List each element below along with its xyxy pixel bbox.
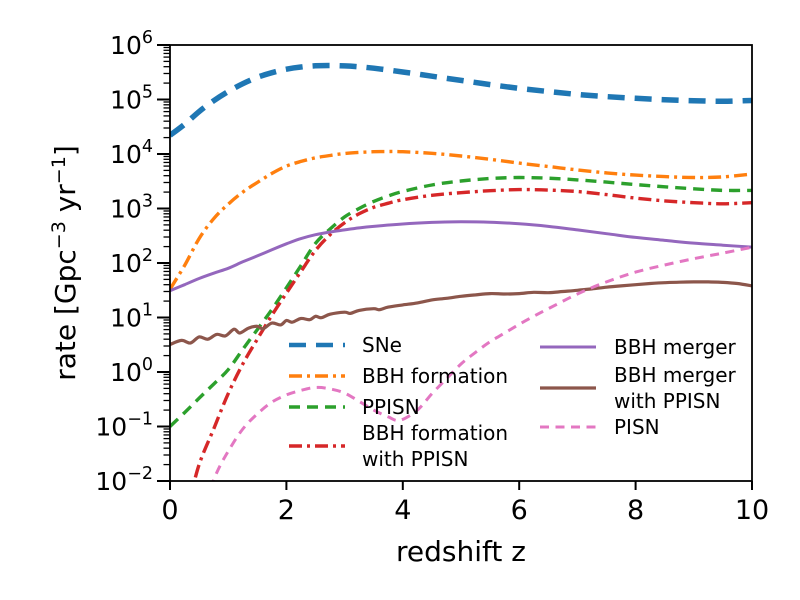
plot-border: [169, 44, 753, 482]
legend-item-bbh_formation: BBH formation: [289, 364, 508, 388]
legend-item-sne: SNe: [289, 333, 402, 357]
legend-label: BBH merger: [614, 363, 736, 387]
x-tick-label: 0: [161, 495, 178, 526]
curve-pisn: [211, 245, 752, 481]
curve-bbh_merger_ppisn: [170, 280, 752, 347]
axes-layer: 106 105 104 103 102 101 100 10−1 10−2 0 2 4 6 8 10: [95, 28, 769, 526]
curves-layer: [170, 62, 752, 481]
x-tick-label: 10: [735, 495, 769, 526]
x-axis-label: redshift z: [396, 535, 526, 568]
legend-item-bbh_merger: BBH merger: [540, 335, 736, 359]
x-tick-label: 2: [278, 495, 295, 526]
legend-label: BBH merger: [614, 335, 736, 359]
legend-label: with PPISN: [614, 389, 720, 413]
y-tick-label: 106: [110, 28, 153, 60]
legend-label: with PPISN: [362, 447, 468, 471]
curve-bbh_formation: [170, 149, 752, 291]
y-axis-label: rate [Gpc−3​ yr−1​]: [48, 145, 82, 381]
legend-label: SNe: [362, 333, 402, 357]
legend-label: BBH formation: [362, 421, 508, 445]
legend-label: PPISN: [362, 395, 420, 419]
y-tick-label: 101: [110, 301, 153, 333]
curve-bbh_formation_ppisn: [192, 187, 752, 481]
y-tick-label: 102: [110, 246, 153, 278]
y-tick-label: 10−2: [95, 464, 153, 496]
legend-item-pisn: PISN: [540, 415, 660, 439]
legend-item-ppisn: PPISN: [289, 395, 420, 419]
x-tick-label: 8: [627, 495, 644, 526]
y-tick-label: 103: [110, 192, 153, 224]
curve-sne: [170, 62, 752, 138]
curve-bbh_merger: [170, 220, 752, 293]
curve-ppisn: [170, 175, 752, 428]
y-tick-label: 105: [110, 83, 153, 115]
y-tick-label: 100: [110, 355, 153, 387]
x-tick-label: 4: [394, 495, 411, 526]
y-tick-label: 10−1: [95, 410, 153, 442]
y-tick-label: 104: [110, 137, 153, 169]
x-tick-label: 6: [511, 495, 528, 526]
legend-label: BBH formation: [362, 364, 508, 388]
legend-label: PISN: [614, 415, 660, 439]
